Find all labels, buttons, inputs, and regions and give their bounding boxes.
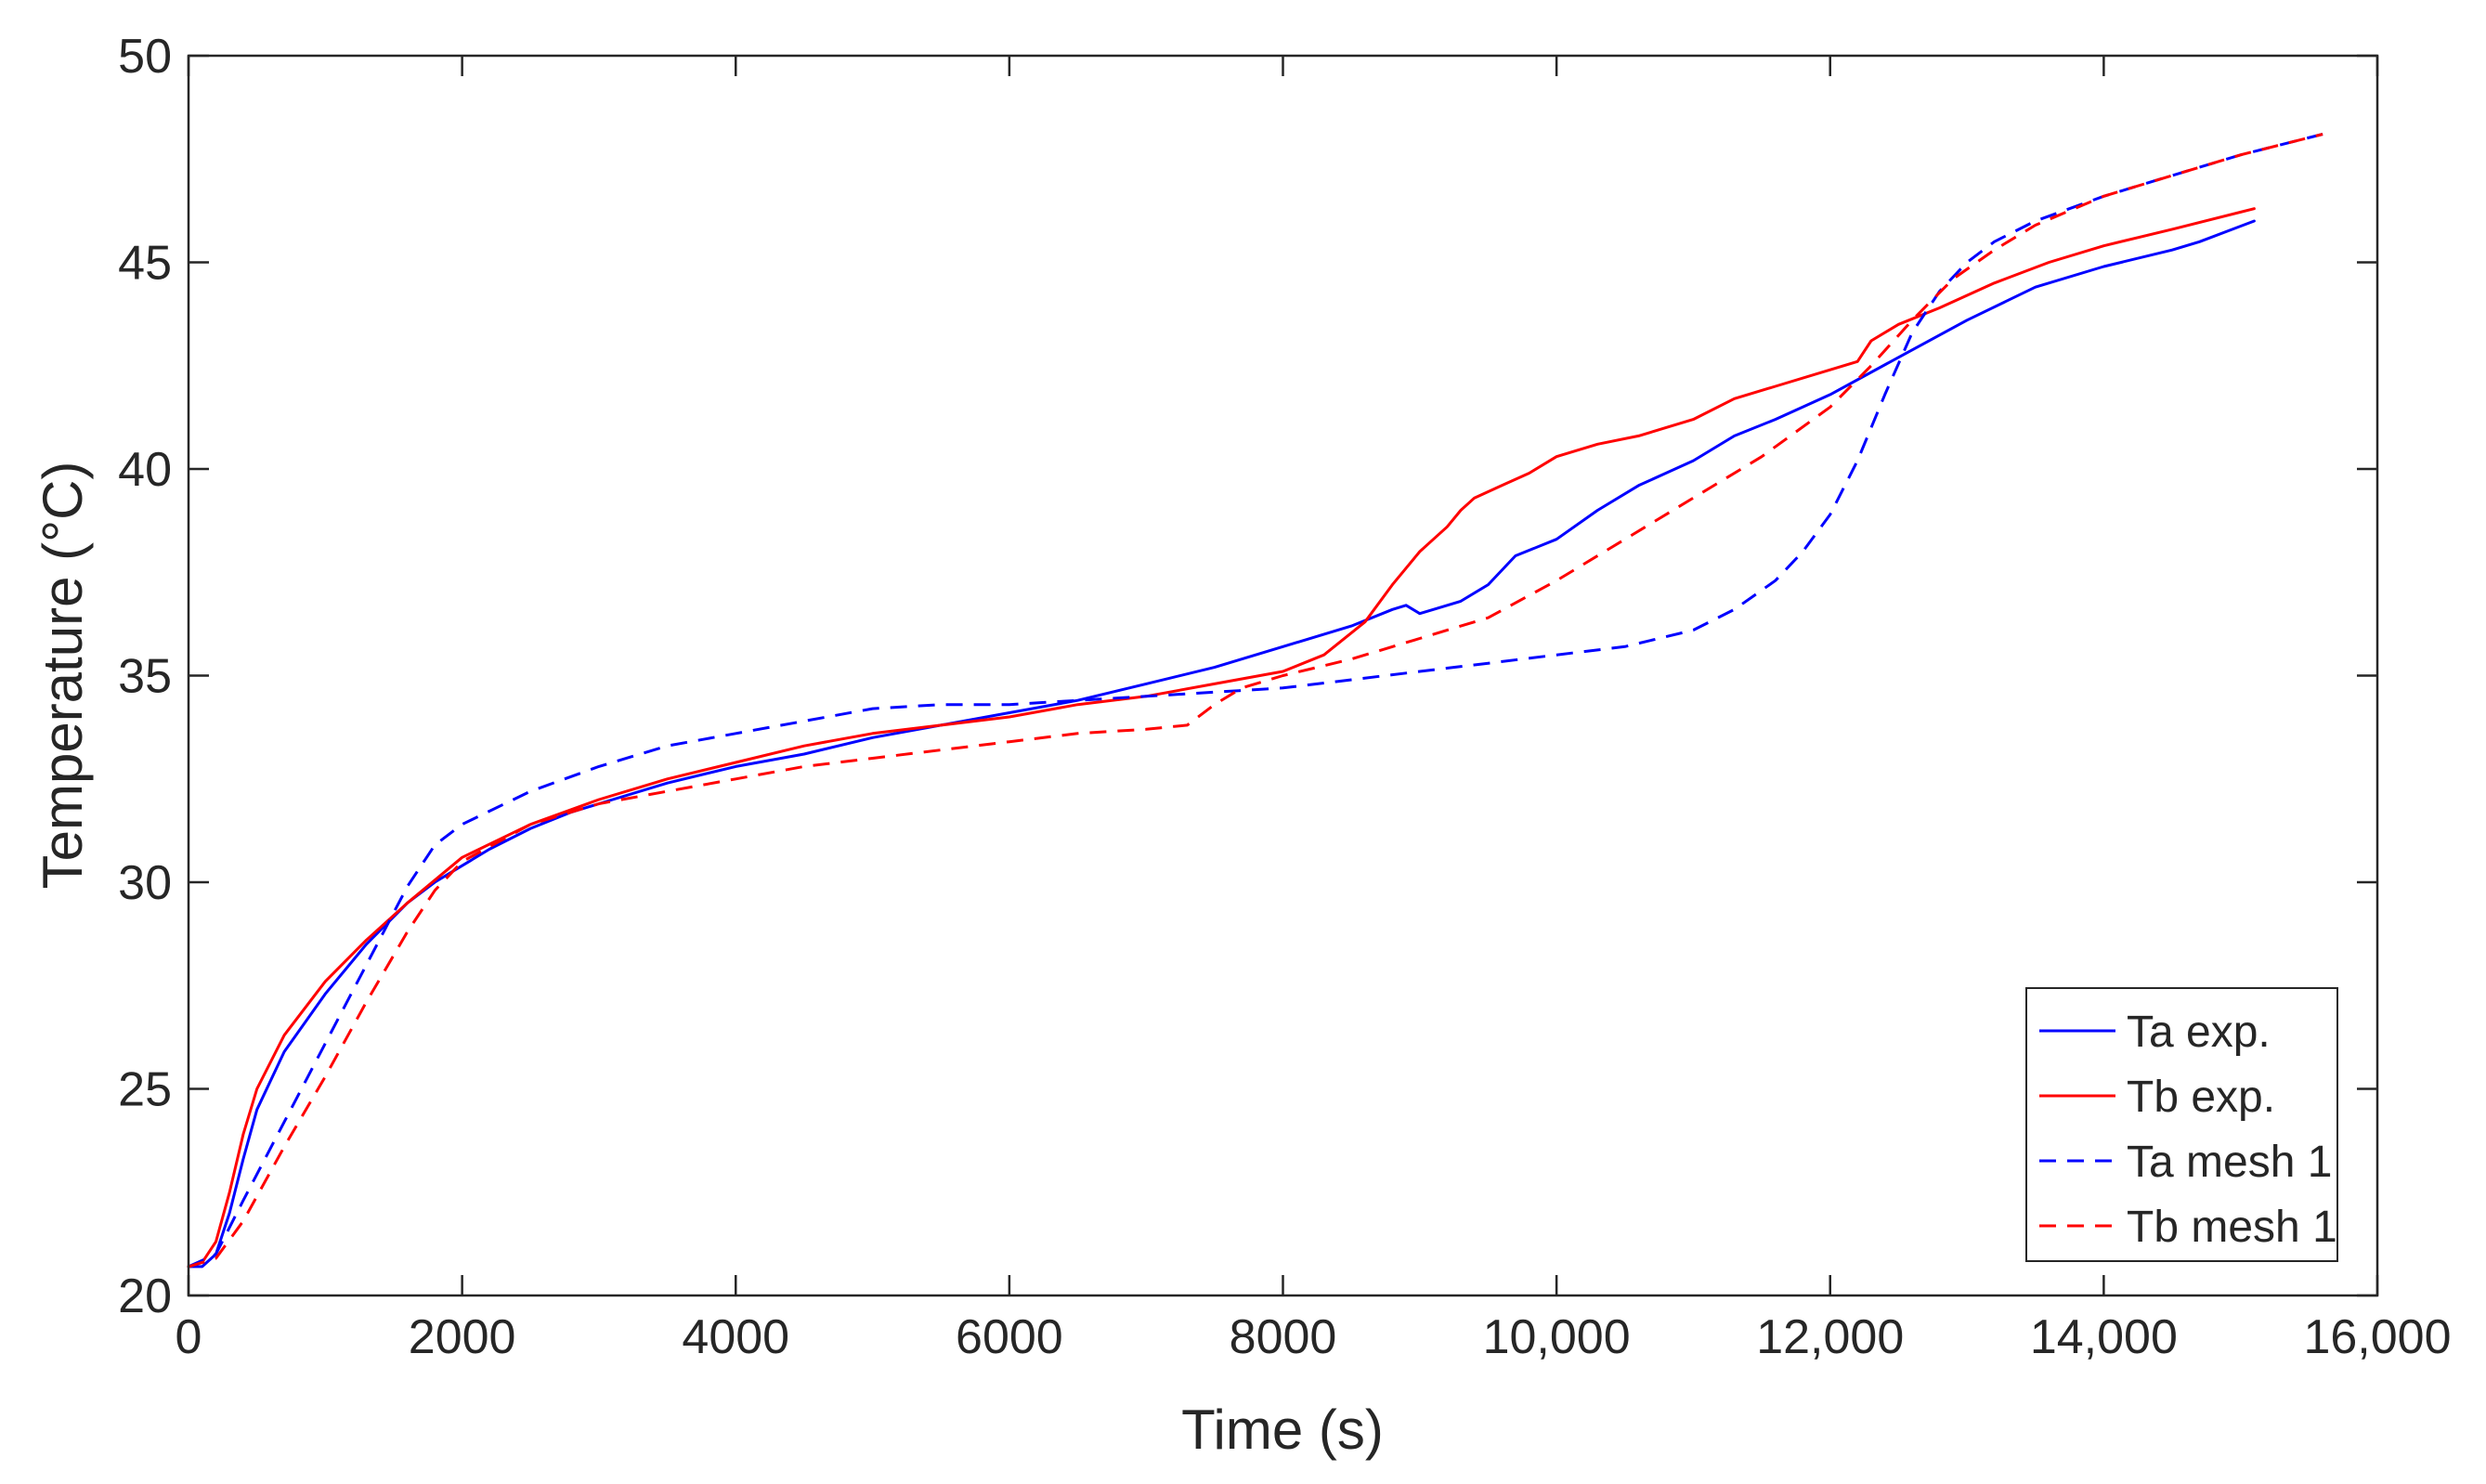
y-tick-label: 20 — [118, 1269, 172, 1323]
y-tick-label: 50 — [118, 30, 172, 84]
series-layer — [187, 133, 2323, 1269]
y-tick-label: 35 — [118, 650, 172, 704]
y-axis-label: Temperature (°C) — [32, 462, 94, 890]
legend-label: Tb mesh 1 — [2127, 1203, 2337, 1252]
series-line-tb-mesh-1 — [188, 133, 2323, 1269]
x-tick-label: 14,000 — [2030, 1310, 2178, 1364]
x-tick-label: 0 — [176, 1310, 202, 1364]
y-tick-label: 30 — [118, 856, 172, 910]
x-tick-label: 12,000 — [1756, 1310, 1904, 1364]
y-tick-label: 25 — [118, 1063, 172, 1117]
legend: Ta exp. Tb exp. Ta mesh 1 Tb mesh 1 — [2025, 987, 2338, 1262]
x-axis-ticks: 0 2000 4000 6000 8000 10,000 12,000 14,000 16,00… — [176, 56, 2452, 1364]
legend-label: Ta exp. — [2127, 1008, 2271, 1057]
y-tick-label: 45 — [118, 237, 172, 291]
x-tick-label: 6000 — [956, 1310, 1063, 1364]
y-tick-label: 40 — [118, 443, 172, 497]
x-axis-label: Time (s) — [1181, 1399, 1384, 1461]
x-tick-label: 16,000 — [2303, 1310, 2451, 1364]
series-line-ta-exp — [187, 219, 2256, 1269]
legend-label: Ta mesh 1 — [2127, 1138, 2332, 1187]
x-tick-label: 2000 — [409, 1310, 516, 1364]
x-tick-label: 8000 — [1230, 1310, 1337, 1364]
series-line-tb-exp — [187, 207, 2256, 1269]
x-tick-label: 10,000 — [1483, 1310, 1631, 1364]
y-axis-ticks: 20 25 30 35 40 45 50 — [118, 30, 2377, 1323]
legend-box — [2025, 987, 2338, 1262]
series-line-ta-mesh-1 — [188, 133, 2323, 1269]
legend-label: Tb exp. — [2127, 1073, 2275, 1122]
x-tick-label: 4000 — [682, 1310, 789, 1364]
